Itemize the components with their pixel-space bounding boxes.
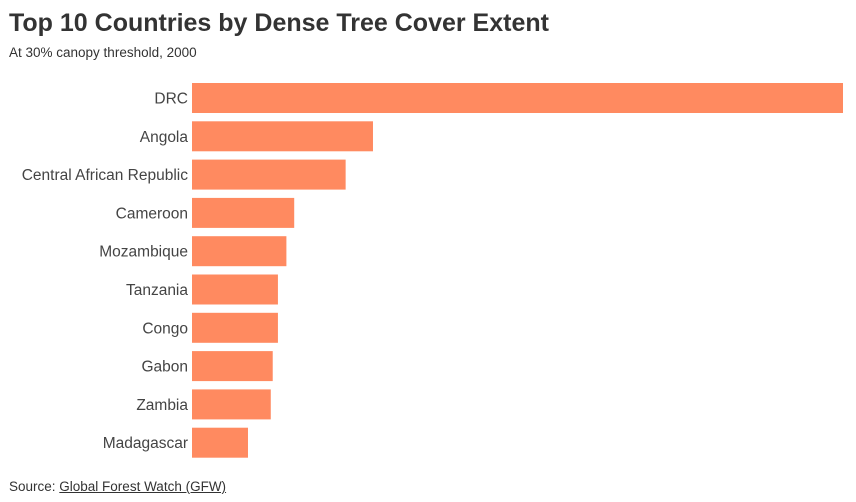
category-label: Cameroon — [116, 205, 188, 222]
bar-drc — [192, 83, 843, 113]
category-label: Zambia — [136, 397, 188, 414]
category-label: Madagascar — [103, 435, 188, 452]
chart-subtitle: At 30% canopy threshold, 2000 — [9, 45, 197, 60]
source-link[interactable]: Global Forest Watch (GFW) — [59, 479, 227, 494]
bar-tanzania — [192, 274, 278, 305]
category-label: Central African Republic — [22, 167, 189, 184]
chart-title: Top 10 Countries by Dense Tree Cover Ext… — [9, 9, 549, 37]
source-note: Source: Global Forest Watch (GFW) — [9, 479, 226, 494]
bar-cameroon — [192, 197, 295, 228]
category-label: DRC — [154, 91, 188, 108]
source-prefix: Source: — [9, 479, 60, 494]
bar-mozambique — [192, 236, 287, 267]
bar-zambia — [192, 389, 271, 420]
category-label: Gabon — [141, 359, 188, 376]
bar-central-african-republic — [192, 159, 346, 190]
bar-angola — [192, 121, 373, 152]
bar-madagascar — [192, 427, 248, 458]
category-label: Tanzania — [126, 282, 188, 299]
category-label: Mozambique — [99, 244, 188, 261]
bar-congo — [192, 312, 278, 343]
bar-gabon — [192, 351, 273, 382]
category-label: Angola — [140, 129, 189, 146]
category-label: Congo — [142, 320, 188, 337]
